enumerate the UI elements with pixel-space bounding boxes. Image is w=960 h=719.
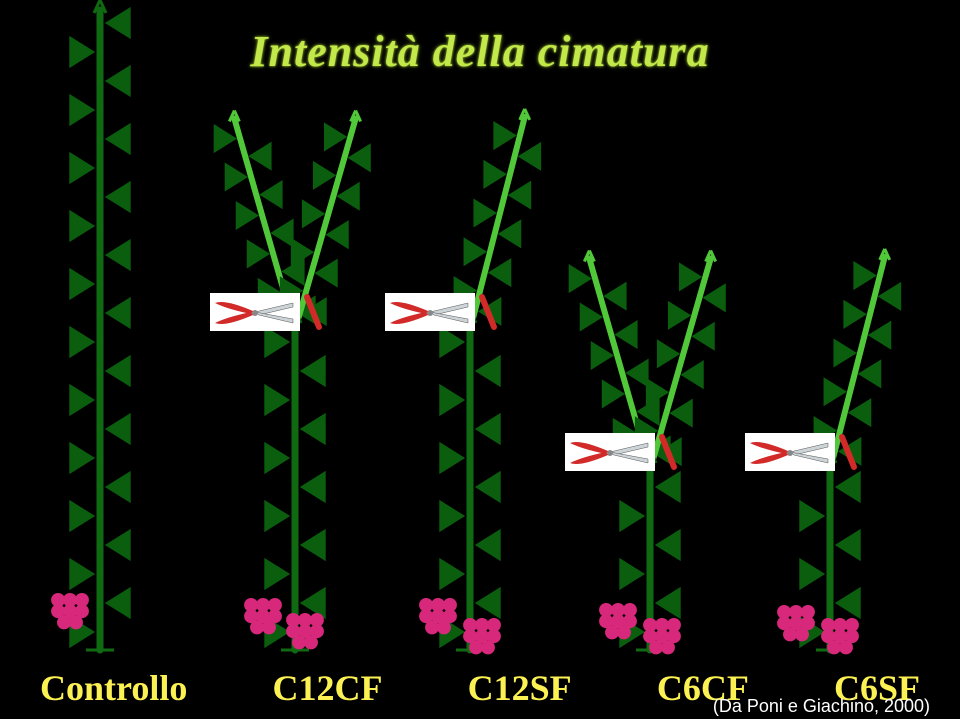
citation-text: (Da Poni e Giachino, 2000) (713, 696, 930, 717)
label-c12cf: C12CF (273, 667, 383, 709)
diagram-stage: Intensità della cimatura Controllo C12CF… (0, 0, 960, 719)
plants-diagram (0, 0, 960, 719)
label-c12sf: C12SF (468, 667, 572, 709)
label-controllo: Controllo (40, 667, 187, 709)
